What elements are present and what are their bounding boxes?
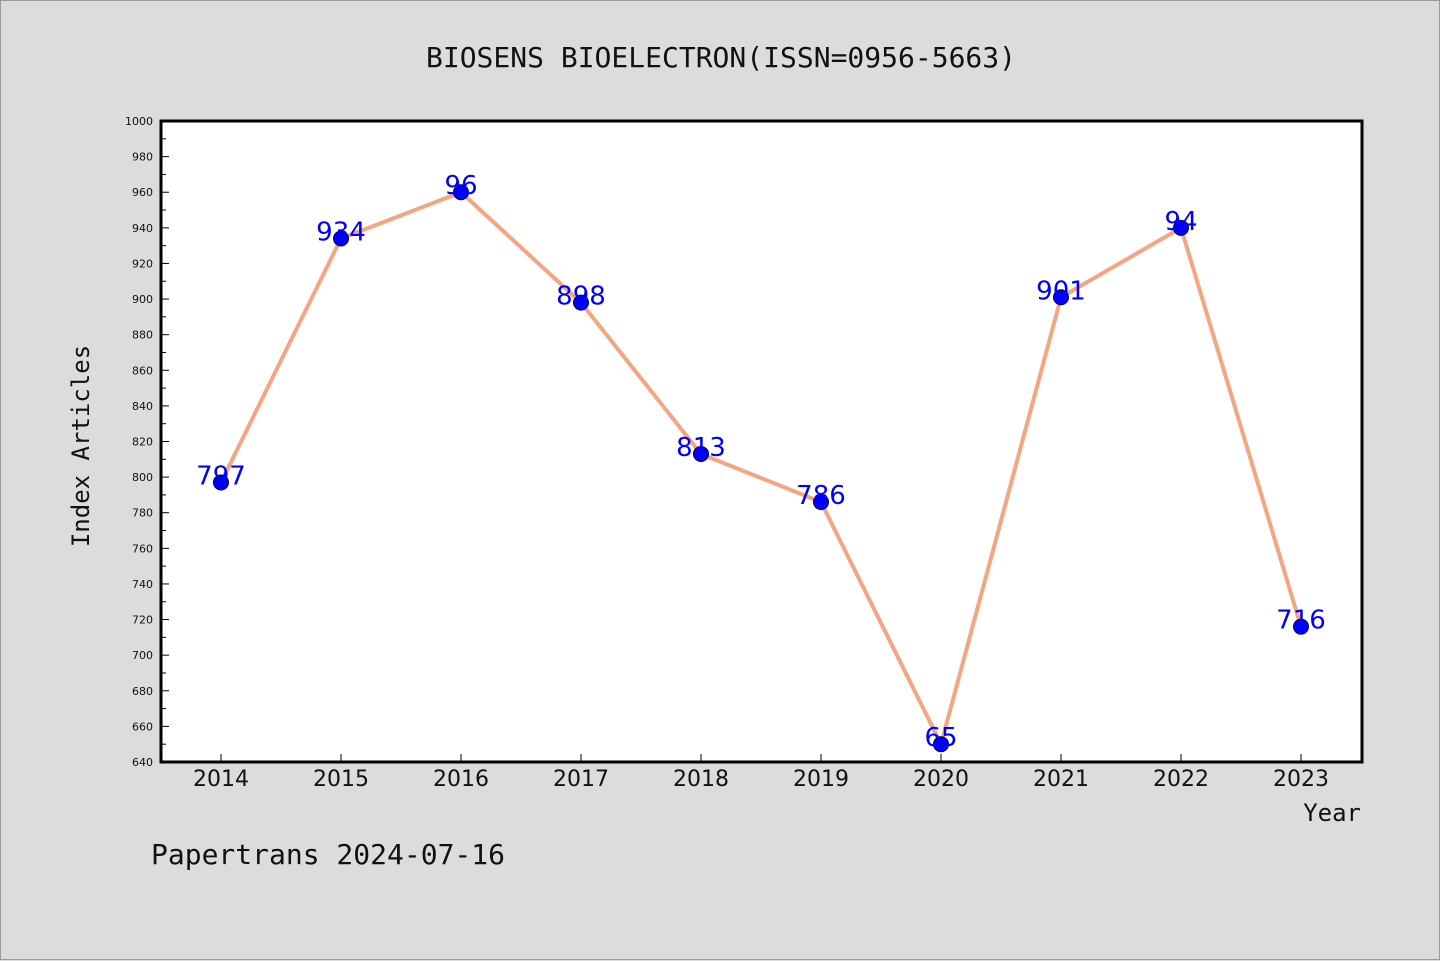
data-point [1293,618,1309,635]
data-point [333,230,349,247]
x-tick-label: 2021 [1033,767,1089,792]
y-tick-label: 840 [132,400,153,413]
x-axis-label: Year [1303,799,1361,827]
y-axis-ticks: 640 660 680 700 720 740 760 780 800 820 840 860 880 9… [125,115,169,769]
data-label: 786 [796,481,846,511]
data-label: 813 [676,433,726,463]
y-tick-label: 820 [132,436,153,449]
data-label: 716 [1276,606,1326,636]
data-point [213,474,229,491]
y-tick-label: 980 [132,151,153,164]
x-tick-label: 2014 [193,767,249,792]
y-tick-label: 880 [132,329,153,342]
y-tick-label: 740 [132,578,153,591]
x-tick-label: 2022 [1153,767,1209,792]
y-tick-label: 800 [132,471,153,484]
x-tick-label: 2019 [793,767,849,792]
data-point [573,294,589,311]
y-tick-label: 780 [132,507,153,520]
data-point [1173,219,1189,236]
y-tick-label: 940 [132,222,153,235]
y-tick-label: 660 [132,720,153,733]
x-tick-label: 2023 [1273,767,1329,792]
data-point [813,494,829,511]
y-tick-label: 960 [132,186,153,199]
x-tick-label: 2020 [913,767,969,792]
data-label: 898 [556,282,606,312]
series-markers [213,184,1309,753]
y-tick-label: 720 [132,614,153,627]
data-label: 96 [444,171,477,201]
y-tick-label: 680 [132,685,153,698]
series-line [219,190,1303,747]
y-axis-label: Index Articles [67,345,95,547]
data-label: 797 [196,461,246,491]
plot-border [159,119,1364,764]
series-line-path [219,190,1303,747]
y-tick-label: 860 [132,364,153,377]
x-tick-label: 2018 [673,767,729,792]
y-tick-label: 1000 [125,115,153,128]
data-point [1053,289,1069,306]
x-tick-label: 2015 [313,767,369,792]
y-tick-label: 900 [132,293,153,306]
data-label: 65 [924,723,957,753]
y-tick-label: 920 [132,257,153,270]
x-axis-ticks: 2014 2015 2016 2017 2018 2019 2020 2021 2022 2023 [193,754,1329,792]
data-label: 94 [1164,207,1197,237]
x-tick-label: 2016 [433,767,489,792]
plot-area [161,121,1362,762]
data-point [693,445,709,462]
y-tick-label: 700 [132,649,153,662]
data-label: 934 [316,218,366,248]
x-tick-label: 2017 [553,767,609,792]
chart-title: BIOSENS BIOELECTRON(ISSN=0956-5663) [426,41,1016,74]
data-label: 901 [1036,276,1086,306]
data-labels: 797 934 96 898 813 786 65 901 94 716 [196,171,1326,753]
y-tick-label: 760 [132,542,153,555]
data-point [933,736,949,753]
y-tick-label: 640 [132,756,153,769]
footer-text: Papertrans 2024-07-16 [151,838,505,871]
data-point [453,184,469,201]
